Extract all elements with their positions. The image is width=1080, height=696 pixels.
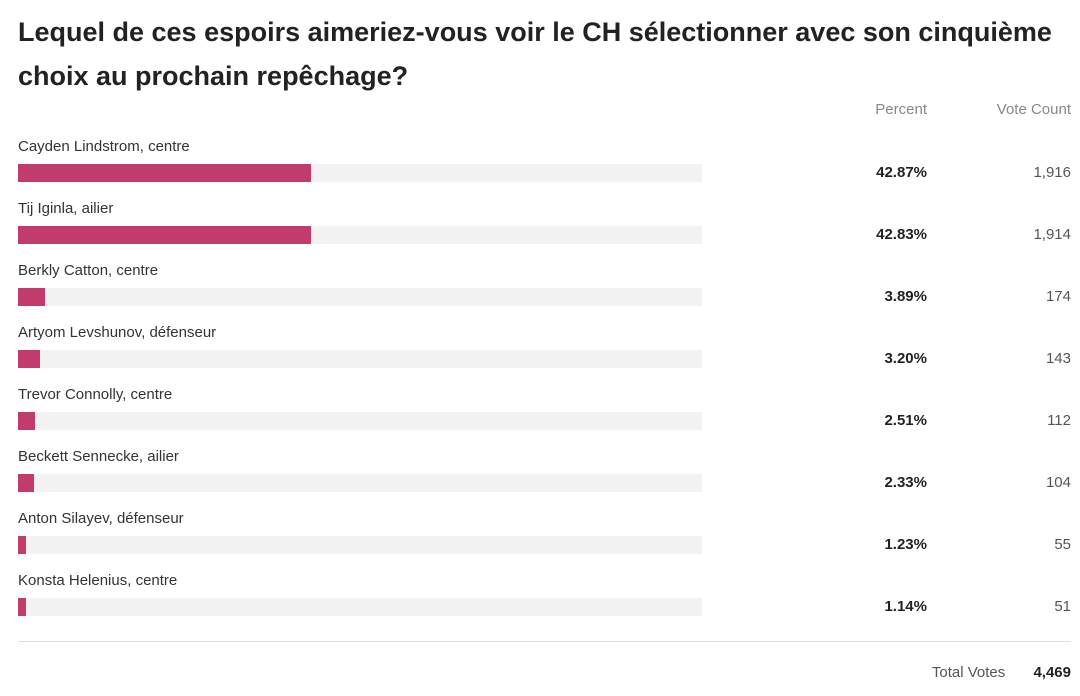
result-bar-fill xyxy=(18,536,27,554)
poll-option-row: Konsta Helenius, centre 1.14% 51 xyxy=(0,572,1080,634)
poll-option-row: Artyom Levshunov, défenseur 3.20% 143 xyxy=(0,324,1080,386)
poll-option-row: Berkly Catton, centre 3.89% 174 xyxy=(0,262,1080,324)
footer-divider xyxy=(18,641,1071,642)
option-vote-count: 1,916 xyxy=(1033,164,1071,181)
total-votes-value: 4,469 xyxy=(1033,664,1071,681)
result-bar-fill xyxy=(18,350,40,368)
option-label: Beckett Sennecke, ailier xyxy=(18,448,179,465)
option-percent: 3.20% xyxy=(884,350,927,367)
result-bar-fill xyxy=(18,164,312,182)
result-bar-track xyxy=(18,226,702,244)
option-percent: 1.14% xyxy=(884,598,927,615)
result-bar-track xyxy=(18,474,702,492)
option-label: Artyom Levshunov, défenseur xyxy=(18,324,217,341)
poll-option-row: Trevor Connolly, centre 2.51% 112 xyxy=(0,386,1080,448)
poll-option-row: Anton Silayev, défenseur 1.23% 55 xyxy=(0,510,1080,572)
result-bar-fill xyxy=(18,474,34,492)
result-bar-track xyxy=(18,164,702,182)
option-percent: 42.83% xyxy=(876,226,927,243)
result-bar-track xyxy=(18,536,702,554)
option-vote-count: 51 xyxy=(1054,598,1071,615)
poll-option-row: Beckett Sennecke, ailier 2.33% 104 xyxy=(0,448,1080,510)
option-vote-count: 112 xyxy=(1047,412,1071,429)
result-bar-track xyxy=(18,288,702,306)
result-bar-fill xyxy=(18,598,26,616)
option-vote-count: 104 xyxy=(1045,474,1071,491)
option-vote-count: 55 xyxy=(1054,536,1071,553)
option-vote-count: 174 xyxy=(1045,288,1071,305)
result-bar-track xyxy=(18,598,702,616)
poll-option-row: Cayden Lindstrom, centre 42.87% 1,916 xyxy=(0,138,1080,200)
result-bar-fill xyxy=(18,288,45,306)
result-bar-track xyxy=(18,412,702,430)
result-bar-fill xyxy=(18,226,311,244)
poll-option-row: Tij Iginla, ailier 42.83% 1,914 xyxy=(0,200,1080,262)
poll-title: Lequel de ces espoirs aimeriez-vous voir… xyxy=(18,17,1052,91)
option-label: Trevor Connolly, centre xyxy=(18,386,173,403)
option-percent: 2.33% xyxy=(884,474,927,491)
total-votes: Total Votes 4,469 xyxy=(932,664,1071,681)
option-label: Berkly Catton, centre xyxy=(18,262,159,279)
option-percent: 3.89% xyxy=(884,288,927,305)
result-bar-track xyxy=(18,350,702,368)
option-label: Cayden Lindstrom, centre xyxy=(18,138,190,155)
poll-options-list: Cayden Lindstrom, centre 42.87% 1,916 Ti… xyxy=(0,138,1080,634)
option-label: Tij Iginla, ailier xyxy=(18,200,114,217)
total-votes-label: Total Votes xyxy=(931,664,1006,681)
option-vote-count: 1,914 xyxy=(1033,226,1071,243)
vote-count-column-header: Vote Count xyxy=(996,101,1071,118)
result-bar-fill xyxy=(18,412,36,430)
option-percent: 1.23% xyxy=(884,536,927,553)
option-label: Anton Silayev, défenseur xyxy=(18,510,184,527)
option-percent: 42.87% xyxy=(876,164,927,181)
option-vote-count: 143 xyxy=(1045,350,1071,367)
percent-column-header: Percent xyxy=(875,101,927,118)
option-label: Konsta Helenius, centre xyxy=(18,572,178,589)
option-percent: 2.51% xyxy=(884,412,927,429)
